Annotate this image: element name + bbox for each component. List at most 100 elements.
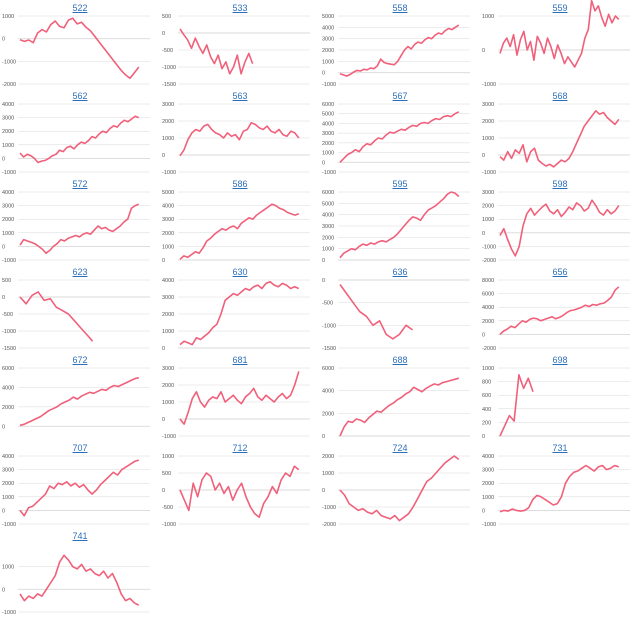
chart-630: 4000 3000 2000 1000 0 630	[160, 264, 320, 352]
series-line	[179, 371, 300, 425]
chart-595: 6000 5000 4000 3000 2000 1000 0 595	[320, 176, 480, 264]
chart-title-link[interactable]: 568	[552, 91, 568, 101]
chart-title-link[interactable]: 636	[392, 267, 408, 277]
chart-title-link[interactable]: 533	[232, 3, 248, 13]
series-line	[499, 464, 620, 513]
y-tick-label: -1000	[162, 170, 176, 176]
series-line	[499, 109, 620, 168]
y-tick-label: 2000	[322, 411, 334, 417]
chart-plot-698: 1000 800 600 400 200 0	[482, 366, 630, 440]
chart-title-link[interactable]: 712	[232, 443, 248, 453]
chart-title-link[interactable]: 741	[72, 531, 88, 541]
series-line	[19, 459, 140, 517]
y-tick-label: 0	[482, 153, 485, 159]
y-tick-label: 0	[322, 434, 325, 440]
y-tick-label: -1500	[322, 346, 336, 352]
chart-title-link[interactable]: 563	[232, 91, 248, 101]
y-tick-label: -1000	[322, 170, 336, 176]
chart-title-link[interactable]: 707	[72, 443, 88, 453]
y-tick-label: 3000	[482, 190, 494, 196]
chart-title-link[interactable]: 595	[392, 179, 408, 189]
chart-title-link[interactable]: 598	[552, 179, 568, 189]
y-tick-label: 2000	[162, 119, 174, 125]
chart-title-link[interactable]: 688	[392, 355, 408, 365]
y-tick-label: 0	[2, 424, 5, 430]
chart-title-link[interactable]: 681	[232, 355, 248, 365]
series-line	[339, 191, 460, 259]
series-line	[339, 111, 460, 163]
y-tick-label: 0	[162, 417, 165, 423]
y-tick-label: 1000	[2, 14, 14, 20]
series-line	[499, 286, 620, 335]
chart-title-link[interactable]: 698	[552, 355, 568, 365]
y-tick-label: 1000	[322, 471, 334, 477]
y-tick-label: 0	[482, 434, 485, 440]
chart-title-link[interactable]: 656	[552, 267, 568, 277]
chart-plot-707: 4000 3000 2000 1000 0 -1000	[2, 454, 150, 528]
y-tick-label: 0	[162, 488, 165, 494]
chart-title-link[interactable]: 562	[72, 91, 88, 101]
chart-623: 500 0 -500 -1000 -1500 623	[0, 264, 160, 352]
chart-plot-636: 0 -500 -1000 -1500	[322, 278, 470, 352]
y-tick-label: 2000	[482, 204, 494, 210]
y-tick-label: 3000	[482, 102, 494, 108]
chart-707: 4000 3000 2000 1000 0 -1000 707	[0, 440, 160, 528]
y-tick-label: 3000	[322, 131, 334, 137]
chart-title-link[interactable]: 586	[232, 179, 248, 189]
chart-plot-598: 3000 2000 1000 0 -1000 -2000	[482, 190, 630, 264]
chart-plot-586: 5000 4000 3000 2000 1000 0	[162, 190, 310, 264]
y-tick-label: 0	[2, 587, 5, 593]
y-tick-label: 6000	[322, 190, 334, 196]
chart-title-link[interactable]: 672	[72, 355, 88, 365]
chart-title-link[interactable]: 567	[392, 91, 408, 101]
chart-731: 4000 3000 2000 1000 0 -1000 731	[480, 440, 640, 528]
chart-title-link[interactable]: 731	[552, 443, 568, 453]
chart-plot-630: 4000 3000 2000 1000 0	[162, 278, 310, 352]
chart-724: 2000 1000 0 -1000 -2000 724	[320, 440, 480, 528]
y-tick-label: 3000	[482, 468, 494, 474]
y-tick-label: -1000	[482, 244, 496, 250]
y-tick-label: 2000	[322, 141, 334, 147]
chart-title-link[interactable]: 572	[72, 179, 88, 189]
chart-title-link[interactable]: 559	[552, 3, 568, 13]
y-tick-label: -1000	[162, 434, 176, 440]
y-tick-label: 600	[482, 393, 491, 399]
y-tick-label: 4000	[2, 190, 14, 196]
y-tick-label: 0	[322, 488, 325, 494]
y-tick-label: 4000	[2, 385, 14, 391]
chart-plot-563: 3000 2000 1000 0 -1000	[162, 102, 310, 176]
chart-title-link[interactable]: 724	[392, 443, 408, 453]
y-tick-label: 8000	[482, 278, 494, 284]
series-line	[339, 377, 460, 437]
chart-712: 1000 500 0 -500 -1000 712	[160, 440, 320, 528]
y-tick-label: 4000	[162, 278, 174, 284]
series-line	[179, 121, 300, 157]
y-tick-label: 2000	[162, 312, 174, 318]
series-line	[339, 455, 460, 522]
y-tick-label: -1000	[2, 522, 16, 528]
chart-title-link[interactable]: 630	[232, 267, 248, 277]
y-tick-label: 4000	[2, 102, 14, 108]
y-tick-label: 2000	[482, 119, 494, 125]
y-tick-label: 5000	[322, 112, 334, 118]
chart-plot-623: 500 0 -500 -1000 -1500	[2, 278, 150, 352]
y-tick-label: 5000	[322, 201, 334, 207]
y-tick-label: 0	[2, 508, 5, 514]
y-tick-label: 6000	[482, 292, 494, 298]
y-tick-label: 2000	[162, 383, 174, 389]
chart-563: 3000 2000 1000 0 -1000 563	[160, 88, 320, 176]
y-tick-label: 3000	[2, 116, 14, 122]
chart-title-link[interactable]: 522	[72, 3, 88, 13]
chart-title-link[interactable]: 558	[392, 3, 408, 13]
y-tick-label: 200	[482, 420, 491, 426]
chart-plot-672: 6000 4000 2000 0	[2, 366, 150, 430]
y-tick-label: -1000	[162, 65, 176, 71]
y-tick-label: 2000	[2, 129, 14, 135]
chart-plot-741: 1000 0 -1000	[2, 554, 150, 616]
y-tick-label: 2000	[322, 454, 334, 460]
y-tick-label: -1000	[322, 505, 336, 511]
y-tick-label: 1000	[162, 244, 174, 250]
chart-title-link[interactable]: 623	[72, 267, 88, 277]
y-tick-label: 0	[162, 346, 165, 352]
y-tick-label: 1000	[482, 14, 494, 20]
